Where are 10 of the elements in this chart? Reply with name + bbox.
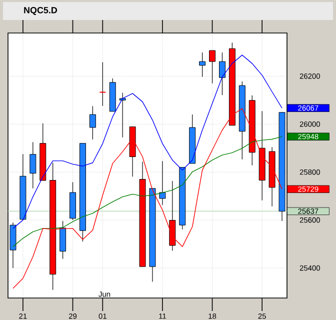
candlestick <box>119 92 126 138</box>
chart-title: NQC5.D <box>24 6 58 16</box>
candlestick <box>30 142 36 189</box>
candlestick <box>209 50 216 84</box>
candlestick <box>199 52 206 78</box>
candlestick <box>218 52 226 96</box>
candlestick <box>89 106 96 140</box>
candlestick <box>99 62 106 106</box>
candlestick <box>159 160 166 206</box>
candlestick <box>60 220 66 260</box>
